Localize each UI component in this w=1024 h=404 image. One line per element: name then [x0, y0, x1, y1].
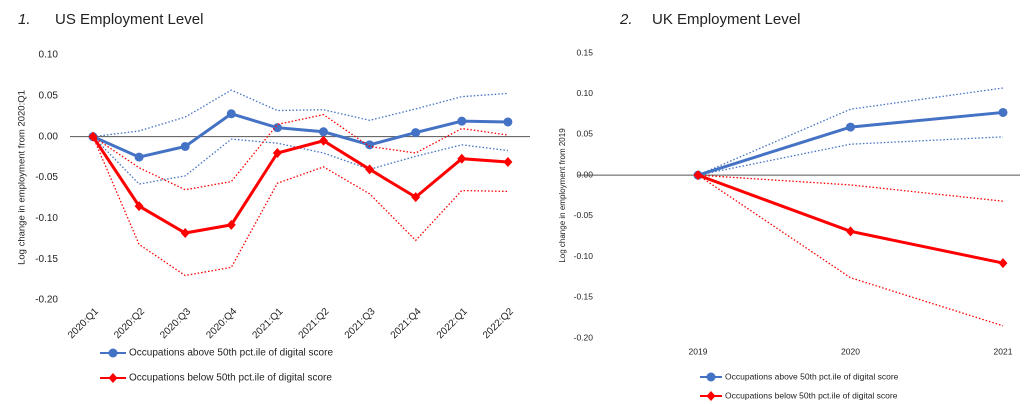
point: [226, 219, 236, 230]
legend-label: Occupations below 50th pct.ile of digita…: [725, 390, 898, 400]
y-tick-label: 0.00: [39, 131, 59, 142]
point: [457, 116, 467, 126]
point: [272, 148, 282, 158]
y-axis-title: Log change in employment from 2019: [558, 128, 567, 263]
y-tick-label: -0.20: [574, 332, 594, 342]
legend-label: Occupations above 50th pct.ile of digita…: [725, 371, 899, 381]
band-line: [92, 89, 508, 138]
point: [998, 107, 1008, 117]
point: [846, 122, 855, 132]
point: [180, 228, 190, 239]
y-tick-label: 0.05: [39, 90, 59, 101]
x-tick-label: 2020:Q4: [204, 306, 239, 341]
x-tick-label: 2021: [994, 346, 1013, 356]
y-tick-label: -0.10: [35, 213, 58, 224]
point: [457, 153, 467, 164]
band-line: [697, 174, 1004, 202]
y-tick-label: 0.10: [576, 88, 593, 98]
y-tick-label: -0.15: [35, 254, 58, 265]
series-line: [91, 135, 509, 235]
point: [88, 131, 98, 142]
x-tick-label: 2021:Q3: [343, 306, 378, 341]
x-tick-label: 2021:Q1: [250, 306, 285, 341]
point: [226, 109, 236, 119]
y-tick-label: -0.20: [35, 295, 58, 306]
x-tick-label: 2022:Q2: [481, 306, 516, 341]
point: [134, 201, 144, 212]
y-tick-label: -0.10: [574, 251, 594, 261]
legend-marker: [108, 348, 118, 358]
point: [134, 152, 144, 162]
series-line: [92, 112, 508, 159]
x-tick-label: 2019: [689, 346, 708, 356]
x-tick-label: 2020: [841, 346, 860, 356]
x-tick-label: 2020:Q3: [158, 306, 193, 341]
x-tick-label: 2021:Q4: [389, 306, 424, 341]
point: [365, 140, 375, 150]
x-tick-label: 2022:Q1: [435, 306, 470, 341]
y-tick-label: 0.00: [576, 169, 593, 179]
point: [411, 192, 421, 203]
point: [693, 170, 703, 181]
point: [365, 164, 375, 175]
point: [503, 156, 513, 167]
legend-label: Occupations above 50th pct.ile of digita…: [129, 348, 333, 359]
point: [272, 123, 282, 133]
chart-number: 1.: [18, 11, 31, 28]
point: [846, 226, 855, 237]
y-axis-title: Log change in employment from 2020:Q1: [17, 90, 28, 265]
legend-marker: [108, 373, 118, 383]
x-tick-label: 2020:Q2: [112, 306, 147, 341]
y-tick-label: 0.15: [576, 47, 593, 57]
point: [180, 141, 190, 151]
point: [319, 127, 328, 137]
point: [998, 258, 1008, 269]
chart-title: US Employment Level: [55, 11, 203, 28]
band-line: [92, 113, 508, 191]
legend-marker: [706, 372, 716, 382]
legend-marker: [706, 391, 716, 401]
band-line: [92, 136, 508, 185]
band-line: [697, 174, 1004, 327]
band-line: [92, 136, 508, 277]
point: [411, 128, 421, 138]
y-tick-label: 0.10: [39, 50, 59, 61]
point: [319, 135, 328, 146]
legend-label: Occupations below 50th pct.ile of digita…: [129, 373, 332, 384]
chart-number: 2.: [619, 11, 633, 28]
x-tick-label: 2021:Q2: [297, 306, 332, 341]
y-tick-label: -0.15: [574, 292, 594, 302]
y-tick-label: -0.05: [574, 210, 594, 220]
chart-title: UK Employment Level: [652, 11, 800, 28]
y-tick-label: -0.05: [35, 172, 58, 183]
series-line: [697, 173, 1004, 265]
point: [503, 117, 513, 127]
x-tick-label: 2020:Q1: [66, 306, 101, 341]
y-tick-label: 0.05: [576, 129, 593, 139]
